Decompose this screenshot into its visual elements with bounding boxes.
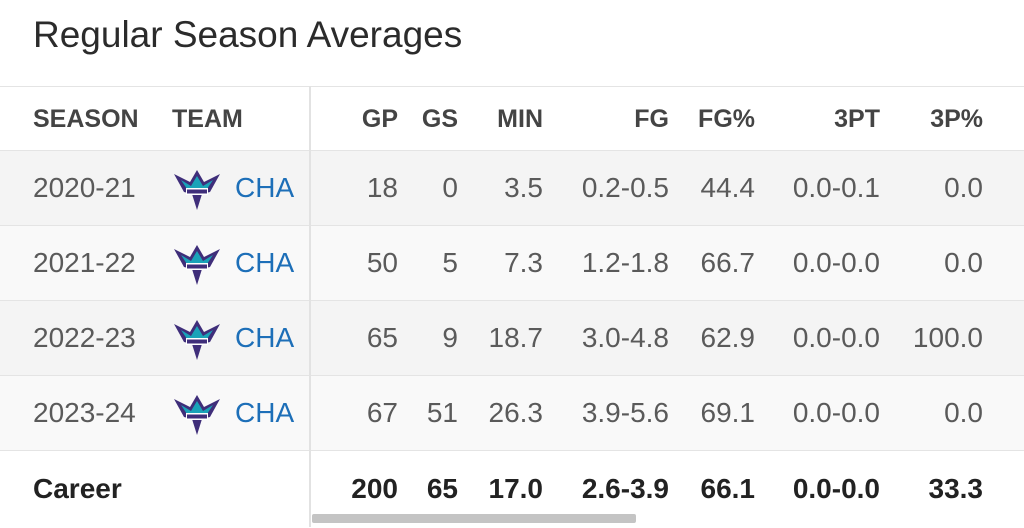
stat-cell: 51 xyxy=(426,397,458,428)
stat-cell: 2020-21 xyxy=(33,172,136,203)
stat-cell: 26.3 xyxy=(488,397,544,428)
stat-cell: 3.0-4.8 xyxy=(581,322,669,353)
stat-cell: 67 xyxy=(366,397,398,428)
stat-cell: 2022-23 xyxy=(33,322,136,353)
career-cell: Career xyxy=(33,473,122,504)
stat-cell: 3.9-5.6 xyxy=(581,397,669,428)
team-link[interactable]: CHA xyxy=(235,247,295,278)
column-header: FG% xyxy=(698,105,755,133)
column-header: SEASON xyxy=(33,105,139,133)
team-logo-icon xyxy=(174,245,220,285)
career-cell: 65 xyxy=(426,473,458,504)
team-logo xyxy=(172,391,222,442)
scrollbar[interactable] xyxy=(312,514,636,523)
table-row: 2023-24 CHA 67 51 26.3 3.9-5.6 69.1 0.0-0.0 0.0 xyxy=(0,375,1024,451)
stat-cell: 2023-24 xyxy=(33,397,136,428)
team-logo xyxy=(172,316,222,367)
stat-cell: 7.3 xyxy=(504,247,543,278)
team-logo xyxy=(172,241,222,292)
column-header: GS xyxy=(421,105,458,133)
stat-cell: 3.5 xyxy=(504,172,543,203)
stat-cell: 18.7 xyxy=(488,322,544,353)
stat-cell: 44.4 xyxy=(700,172,756,203)
stat-cell: 66.7 xyxy=(700,247,756,278)
stat-cell: 0.0 xyxy=(944,172,983,203)
column-divider xyxy=(309,86,311,527)
table-row: 2020-21 CHA 18 0 3.5 0.2-0.5 44.4 0.0-0.1 0.0 xyxy=(0,150,1024,226)
stat-cell: 5 xyxy=(442,247,458,278)
team-logo-icon xyxy=(174,170,220,210)
team-link[interactable]: CHA xyxy=(235,322,295,353)
stat-cell: 2021-22 xyxy=(33,247,136,278)
column-header: TEAM xyxy=(172,105,243,133)
section-title: Regular Season Averages xyxy=(33,14,463,55)
team-logo-icon xyxy=(174,395,220,435)
stat-cell: 0 xyxy=(442,172,458,203)
career-cell: 2.6-3.9 xyxy=(581,473,669,504)
stat-cell: 0.0 xyxy=(944,397,983,428)
column-header: MIN xyxy=(497,105,543,133)
stat-cell: 18 xyxy=(366,172,398,203)
column-header: 3P% xyxy=(930,105,983,133)
column-header: 3PT xyxy=(834,105,880,133)
stat-cell: 0.0-0.1 xyxy=(792,172,880,203)
stat-cell: 0.2-0.5 xyxy=(581,172,669,203)
table-row: 2022-23 CHA 65 9 18.7 3.0-4.8 62.9 0.0-0.0 100.0 xyxy=(0,300,1024,376)
header-row: SEASON TEAM GP GS MIN FG FG% 3PT 3P% xyxy=(0,86,1024,151)
stat-cell: 50 xyxy=(366,247,398,278)
stat-cell: 0.0-0.0 xyxy=(792,322,880,353)
career-cell: 17.0 xyxy=(488,473,544,504)
stat-cell: 65 xyxy=(366,322,398,353)
stat-cell: 9 xyxy=(442,322,458,353)
team-link[interactable]: CHA xyxy=(235,172,295,203)
team-link[interactable]: CHA xyxy=(235,397,295,428)
career-cell: 33.3 xyxy=(928,473,984,504)
stat-cell: 100.0 xyxy=(912,322,983,353)
career-cell: 0.0-0.0 xyxy=(792,473,880,504)
team-logo xyxy=(172,166,222,217)
column-header: FG xyxy=(634,105,669,133)
column-header: GP xyxy=(361,105,398,133)
stat-cell: 1.2-1.8 xyxy=(581,247,669,278)
stat-cell: 0.0-0.0 xyxy=(792,397,880,428)
table-row: 2021-22 CHA 50 5 7.3 1.2-1.8 66.7 0.0-0.0 0.0 xyxy=(0,225,1024,301)
stat-cell: 62.9 xyxy=(700,322,756,353)
career-cell: 66.1 xyxy=(700,473,756,504)
stat-cell: 0.0-0.0 xyxy=(792,247,880,278)
stat-cell: 69.1 xyxy=(700,397,756,428)
team-logo-icon xyxy=(174,320,220,360)
career-cell: 200 xyxy=(351,473,398,504)
stat-cell: 0.0 xyxy=(944,247,983,278)
